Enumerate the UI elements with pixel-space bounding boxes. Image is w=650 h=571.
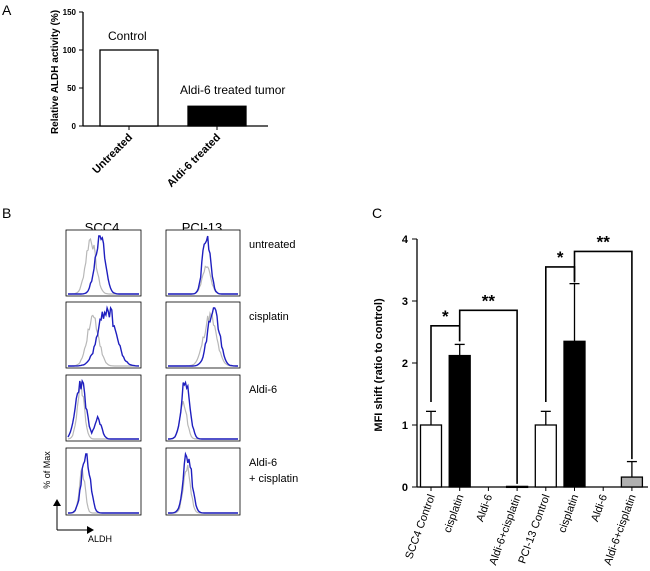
panel-b-sample-curve xyxy=(68,235,139,295)
panel-b-histogram-frame xyxy=(65,229,142,297)
panel-b-histogram-frame xyxy=(65,447,142,516)
panel-a-ytick-label: 0 xyxy=(72,122,77,131)
panel-a-bar xyxy=(99,49,159,127)
panel-a-xtick-label: Untreated xyxy=(90,132,135,177)
panel-c-xtick-label: Aldi-6+cisplatin xyxy=(602,493,639,567)
panel-c-significance-label: * xyxy=(557,248,564,267)
panel-c-significance-label: ** xyxy=(597,232,611,251)
panel-a-annotation: Aldi-6 treated tumor xyxy=(180,83,285,97)
panel-c-bar xyxy=(448,354,471,488)
panel-a-ytick-label: 50 xyxy=(67,84,76,93)
panel-b-histograms: SCC4 PCI-13 untreated cisplatin Aldi-6 A… xyxy=(42,220,298,544)
panel-a-chart: Relative ALDH activity (%) 0 50 100 150 Untr… xyxy=(50,8,285,190)
panel-c-bar xyxy=(563,340,586,488)
panel-c-significance-label: * xyxy=(442,307,449,326)
panel-b-sample-curve xyxy=(68,305,140,367)
panel-c-bar xyxy=(534,424,557,488)
panel-c-ylabel: MFI shift (ratio to control) xyxy=(373,298,385,432)
panel-b-control-curve xyxy=(68,314,139,367)
panel-a-ylabel: Relative ALDH activity (%) xyxy=(50,10,61,134)
panel-c-significance-bracket xyxy=(573,250,633,460)
panel-b-sample-curve xyxy=(168,307,238,367)
panel-label-b: B xyxy=(2,205,11,221)
panel-a-ytick-label: 150 xyxy=(63,8,77,17)
panel-label-c: C xyxy=(372,205,382,221)
panel-c-significance-bracket xyxy=(458,309,518,484)
panel-b-row-aldi6-cisplatin-line2: + cisplatin xyxy=(249,473,298,485)
panel-a-bar xyxy=(187,105,247,127)
panel-c-ytick-label: 1 xyxy=(402,420,408,432)
panel-b-sample-curve xyxy=(168,451,238,514)
panel-b-row-cisplatin: cisplatin xyxy=(249,311,289,323)
panel-b-y-arrowhead xyxy=(53,499,61,506)
panel-b-x-arrowhead xyxy=(87,526,94,534)
panel-c-xtick-label: SCC4 Control xyxy=(403,493,437,561)
panel-c-xtick-label: Aldi-6 xyxy=(589,493,610,524)
panel-label-a: A xyxy=(2,2,12,18)
panel-b-sample-curve xyxy=(68,453,139,514)
panel-a-annotation: Control xyxy=(108,29,147,43)
panel-b-xlabel: ALDH xyxy=(88,534,112,544)
panel-a-ytick-label: 100 xyxy=(63,46,77,55)
panel-c-bar xyxy=(419,424,443,488)
panel-a-xtick-label: Aldi-6 treated xyxy=(165,132,223,190)
panel-b-histogram-frame xyxy=(165,374,241,442)
panel-c-chart: MFI shift (ratio to control) 0 1 2 3 4 SCC4 C… xyxy=(373,232,648,567)
panel-b-sample-curve xyxy=(67,378,139,440)
panel-b-row-aldi6: Aldi-6 xyxy=(249,384,277,396)
panel-c-xtick-label: Aldi-6 xyxy=(474,493,495,524)
panel-c-ytick-label: 3 xyxy=(402,296,408,308)
panel-c-ytick-label: 0 xyxy=(402,482,408,494)
panel-b-histogram-frame xyxy=(165,447,241,516)
panel-c-xtick-label: cisplatin xyxy=(556,493,581,534)
panel-b-row-untreated: untreated xyxy=(249,239,295,251)
panel-b-ylabel: % of Max xyxy=(42,451,52,489)
panel-b-sample-curve xyxy=(168,380,238,440)
panel-b-histogram-frame xyxy=(165,229,241,297)
panel-c-ytick-label: 2 xyxy=(402,358,408,370)
panel-c-significance-label: ** xyxy=(482,291,496,310)
panel-b-sample-curve xyxy=(168,235,238,295)
panel-b-row-aldi6-cisplatin: Aldi-6 + cisplatin xyxy=(249,457,298,485)
panel-c-bar xyxy=(620,476,644,488)
panel-b-histogram-frame xyxy=(65,374,142,442)
panel-c-ytick-label: 4 xyxy=(402,234,409,246)
panel-c-xtick-label: cisplatin xyxy=(442,493,467,534)
panel-b-row-aldi6-cisplatin-line1: Aldi-6 xyxy=(249,457,277,469)
panel-c-xtick-label: PCI-13 Control xyxy=(516,493,552,565)
